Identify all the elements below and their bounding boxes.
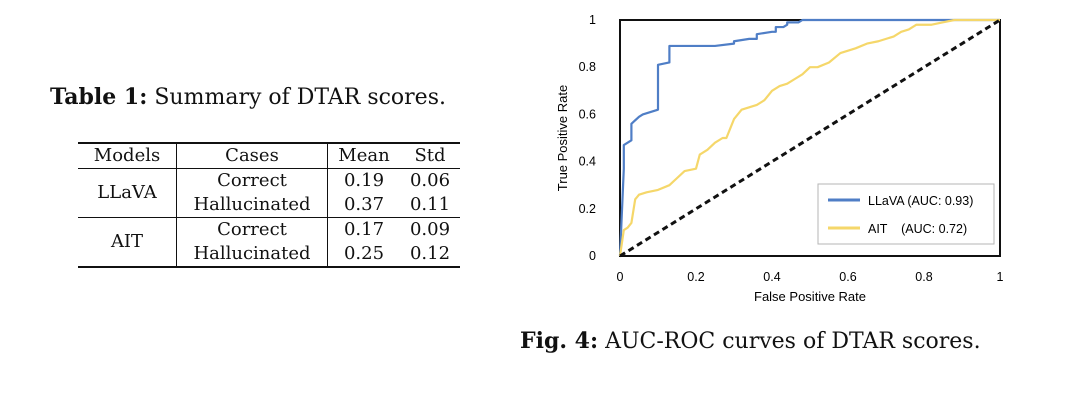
legend-box xyxy=(817,183,995,245)
header-std: Std xyxy=(414,145,446,166)
legend-label-llava: LLaVA (AUC: 0.93) xyxy=(868,194,973,208)
mean-cell: 0.17 xyxy=(343,219,385,240)
table-caption-text: Summary of DTAR scores. xyxy=(154,85,446,110)
std-cell: 0.06 xyxy=(409,170,451,191)
x-tick-label: 0.4 xyxy=(763,270,780,284)
header-cases: Cases xyxy=(176,143,328,169)
y-tick-labels: 0 0.2 0.4 0.6 0.8 1 xyxy=(579,13,596,263)
y-tick-label: 0.6 xyxy=(579,107,596,121)
x-axis-label: False Positive Rate xyxy=(754,289,866,304)
case-cell: Correct xyxy=(176,168,328,193)
model-cell: LLaVA xyxy=(78,168,177,218)
x-tick-label: 0.2 xyxy=(687,270,704,284)
table-row: LLaVA Correct 0.19 0.06 xyxy=(78,168,460,218)
std-cell: 0.11 xyxy=(409,194,451,215)
x-tick-labels: 0 0.2 0.4 0.6 0.8 1 xyxy=(617,270,1004,284)
legend-label-ait: AIT (AUC: 0.72) xyxy=(868,222,967,236)
y-tick-label: 0.8 xyxy=(579,60,596,74)
mean-cell: 0.19 xyxy=(343,170,385,191)
figure-caption-text: AUC-ROC curves of DTAR scores. xyxy=(605,329,981,354)
figure-caption: Fig. 4: AUC-ROC curves of DTAR scores. xyxy=(520,328,981,354)
std-cell: 0.09 xyxy=(409,219,451,240)
mean-cell: 0.25 xyxy=(343,243,385,264)
table-caption-label: Table 1: xyxy=(50,84,148,110)
header-mean: Mean xyxy=(338,145,390,166)
x-tick-label: 1 xyxy=(997,270,1004,284)
series-line-chance xyxy=(619,18,1001,258)
model-cell: AIT xyxy=(78,217,177,268)
y-axis-label: True Positive Rate xyxy=(555,85,570,191)
y-tick-label: 0.4 xyxy=(579,155,596,169)
y-tick-label: 0 xyxy=(589,249,596,263)
table-row: Hallucinated 0.37 0.11 xyxy=(78,193,460,218)
series-line-ait xyxy=(618,18,1000,257)
plot-lines xyxy=(618,18,1001,258)
table-caption: Table 1: Summary of DTAR scores. xyxy=(50,84,446,110)
case-cell: Hallucinated xyxy=(176,193,328,218)
table-header-row: Models Cases Mean Std xyxy=(78,143,460,169)
figure-caption-label: Fig. 4: xyxy=(520,328,599,354)
x-tick-label: 0.8 xyxy=(915,270,932,284)
mean-cell: 0.37 xyxy=(343,194,385,215)
case-cell: Hallucinated xyxy=(176,242,328,267)
roc-chart: 0 0.2 0.4 0.6 0.8 1 0 0.2 0.4 0.6 0.8 1 False Posi… xyxy=(555,13,1004,304)
table-row: AIT Correct 0.17 0.09 xyxy=(78,217,460,268)
y-tick-label: 1 xyxy=(589,13,596,27)
series-line-llava xyxy=(618,18,1000,257)
x-tick-label: 0.6 xyxy=(839,270,856,284)
std-cell: 0.12 xyxy=(409,243,451,264)
header-models: Models xyxy=(78,143,177,169)
y-tick-label: 0.2 xyxy=(579,202,596,216)
table-row: Hallucinated 0.25 0.12 xyxy=(78,242,460,267)
legend: LLaVA (AUC: 0.93) AIT (AUC: 0.72) xyxy=(817,183,995,245)
dtar-table: Models Cases Mean Std LLaVA Correct 0.19… xyxy=(78,142,460,268)
case-cell: Correct xyxy=(176,217,328,242)
x-tick-label: 0 xyxy=(617,270,624,284)
